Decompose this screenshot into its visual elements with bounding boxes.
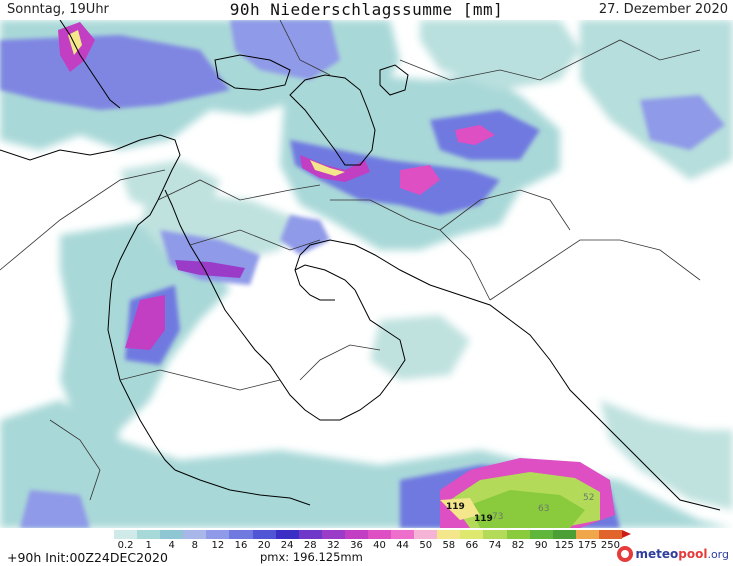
max-precip: pmx: 196.125mm [260, 550, 363, 564]
color-scale-tick-label: 58 [442, 540, 456, 551]
color-scale-segment [437, 530, 461, 539]
color-scale-segment [183, 530, 207, 539]
color-scale-bar [114, 530, 623, 539]
color-scale-tick-label: 20 [257, 540, 271, 551]
color-scale-segment [344, 530, 369, 539]
color-scale-segment [391, 530, 415, 539]
country-borders [0, 20, 701, 501]
color-scale-segment [275, 530, 300, 539]
color-scale-tick-label: 24 [280, 540, 294, 551]
legend-area: 0.2 1 4 8 12 16 20 24 28 32 36 40 44 50 58 66 74 82 90 125 1… [0, 528, 733, 566]
color-scale-tick-label: 74 [488, 540, 502, 551]
map-title: 90h Niederschlagssumme [mm] [229, 0, 504, 19]
color-scale-segment [598, 530, 623, 539]
color-scale-tick-label: 44 [396, 540, 409, 551]
color-scale-tick-label: 32 [326, 540, 340, 551]
color-scale-segment [298, 530, 323, 539]
border-afghanistan-pakistan [439, 189, 571, 231]
color-scale-tick-label: 36 [350, 540, 363, 551]
color-scale-tick-label: 1 [145, 540, 152, 551]
color-scale-segment [460, 530, 484, 539]
color-scale-tick-label: 250 [600, 540, 620, 551]
border-iraq-saudi [189, 229, 321, 251]
color-scale-segment [160, 530, 184, 539]
forecast-day-time: Sonntag, 19Uhr [7, 2, 109, 17]
color-scale-segment [206, 530, 230, 539]
adriatic-coast [59, 20, 121, 109]
color-scale-segment [368, 530, 392, 539]
border-iran-afghanistan [330, 199, 491, 301]
color-scale-tick-label: 28 [303, 540, 317, 551]
gulf-of-aden-coast [174, 469, 311, 506]
color-scale-tick-label: 8 [191, 540, 198, 551]
border-levant [157, 179, 321, 201]
coastlines [0, 20, 721, 511]
map-label: 119 [446, 502, 465, 512]
color-scale-segment [321, 530, 346, 539]
color-scale-tick-label: 50 [419, 540, 433, 551]
map-header: Sonntag, 19Uhr 90h Niederschlagssumme [m… [0, 0, 733, 20]
color-scale-tick-label: 66 [465, 540, 479, 551]
precipitation-field [0, 20, 733, 528]
color-scale-ticks: 0.2 1 4 8 12 16 20 24 28 32 36 40 44 50 58 66 74 82 90 125 1… [0, 540, 733, 552]
color-scale-segment [575, 530, 600, 539]
color-scale-tick-label: 82 [511, 540, 525, 551]
border-caucasus [279, 20, 331, 76]
border-libya-egypt [0, 169, 166, 271]
meteopool-logo-icon [617, 546, 634, 562]
border-central-asia [399, 39, 701, 81]
color-scale-segment [552, 530, 577, 539]
color-scale-tick-label: 125 [554, 540, 574, 551]
color-scale-tick-label: 12 [211, 540, 225, 551]
logo-text: meteopool.org [635, 547, 729, 561]
color-scale-tick-label: 90 [534, 540, 548, 551]
map-label: 73 [492, 512, 503, 522]
color-scale-segment [252, 530, 277, 539]
color-scale-tick-label: 175 [577, 540, 597, 551]
map-canvas: 119 119 73 63 52 [0, 20, 733, 528]
border-sudan-eritrea [119, 369, 281, 391]
map-label: 52 [583, 493, 594, 503]
color-scale-segment [483, 530, 508, 539]
black-sea [214, 54, 291, 91]
color-scale-segment [229, 530, 254, 539]
mediterranean-coast [0, 134, 181, 201]
color-scale-segment [529, 530, 554, 539]
precipitation-map: 119 119 73 63 52 [0, 20, 733, 528]
border-east-africa [49, 419, 101, 501]
border-yemen-oman [299, 344, 381, 381]
heavy-rain-areas [58, 22, 615, 528]
caspian-sea [289, 74, 376, 166]
forecast-init: +90h Init:00Z24DEC2020 [7, 550, 168, 565]
color-scale-segment [506, 530, 531, 539]
color-scale-segment [414, 530, 438, 539]
southern-asia-coast [294, 239, 721, 511]
color-scale-tick-label: 40 [373, 540, 386, 551]
value-labels: 119 119 73 63 52 [446, 493, 594, 524]
color-scale-tick-label: 0.2 [117, 540, 134, 551]
color-scale-overflow-arrow [622, 530, 631, 538]
color-scale-tick-label: 4 [168, 540, 175, 551]
border-india-north [489, 239, 701, 301]
meteopool-logo[interactable]: meteopool.org [617, 544, 729, 564]
aral-sea [379, 64, 409, 96]
map-label: 63 [538, 504, 549, 514]
color-scale-segment [137, 530, 161, 539]
color-scale-tick-label: 16 [234, 540, 248, 551]
arabian-coast [164, 189, 406, 421]
map-label: 119 [474, 514, 493, 524]
color-scale-segment [114, 530, 138, 539]
forecast-date: 27. Dezember 2020 [598, 2, 728, 17]
red-sea-west-coast [107, 199, 176, 471]
